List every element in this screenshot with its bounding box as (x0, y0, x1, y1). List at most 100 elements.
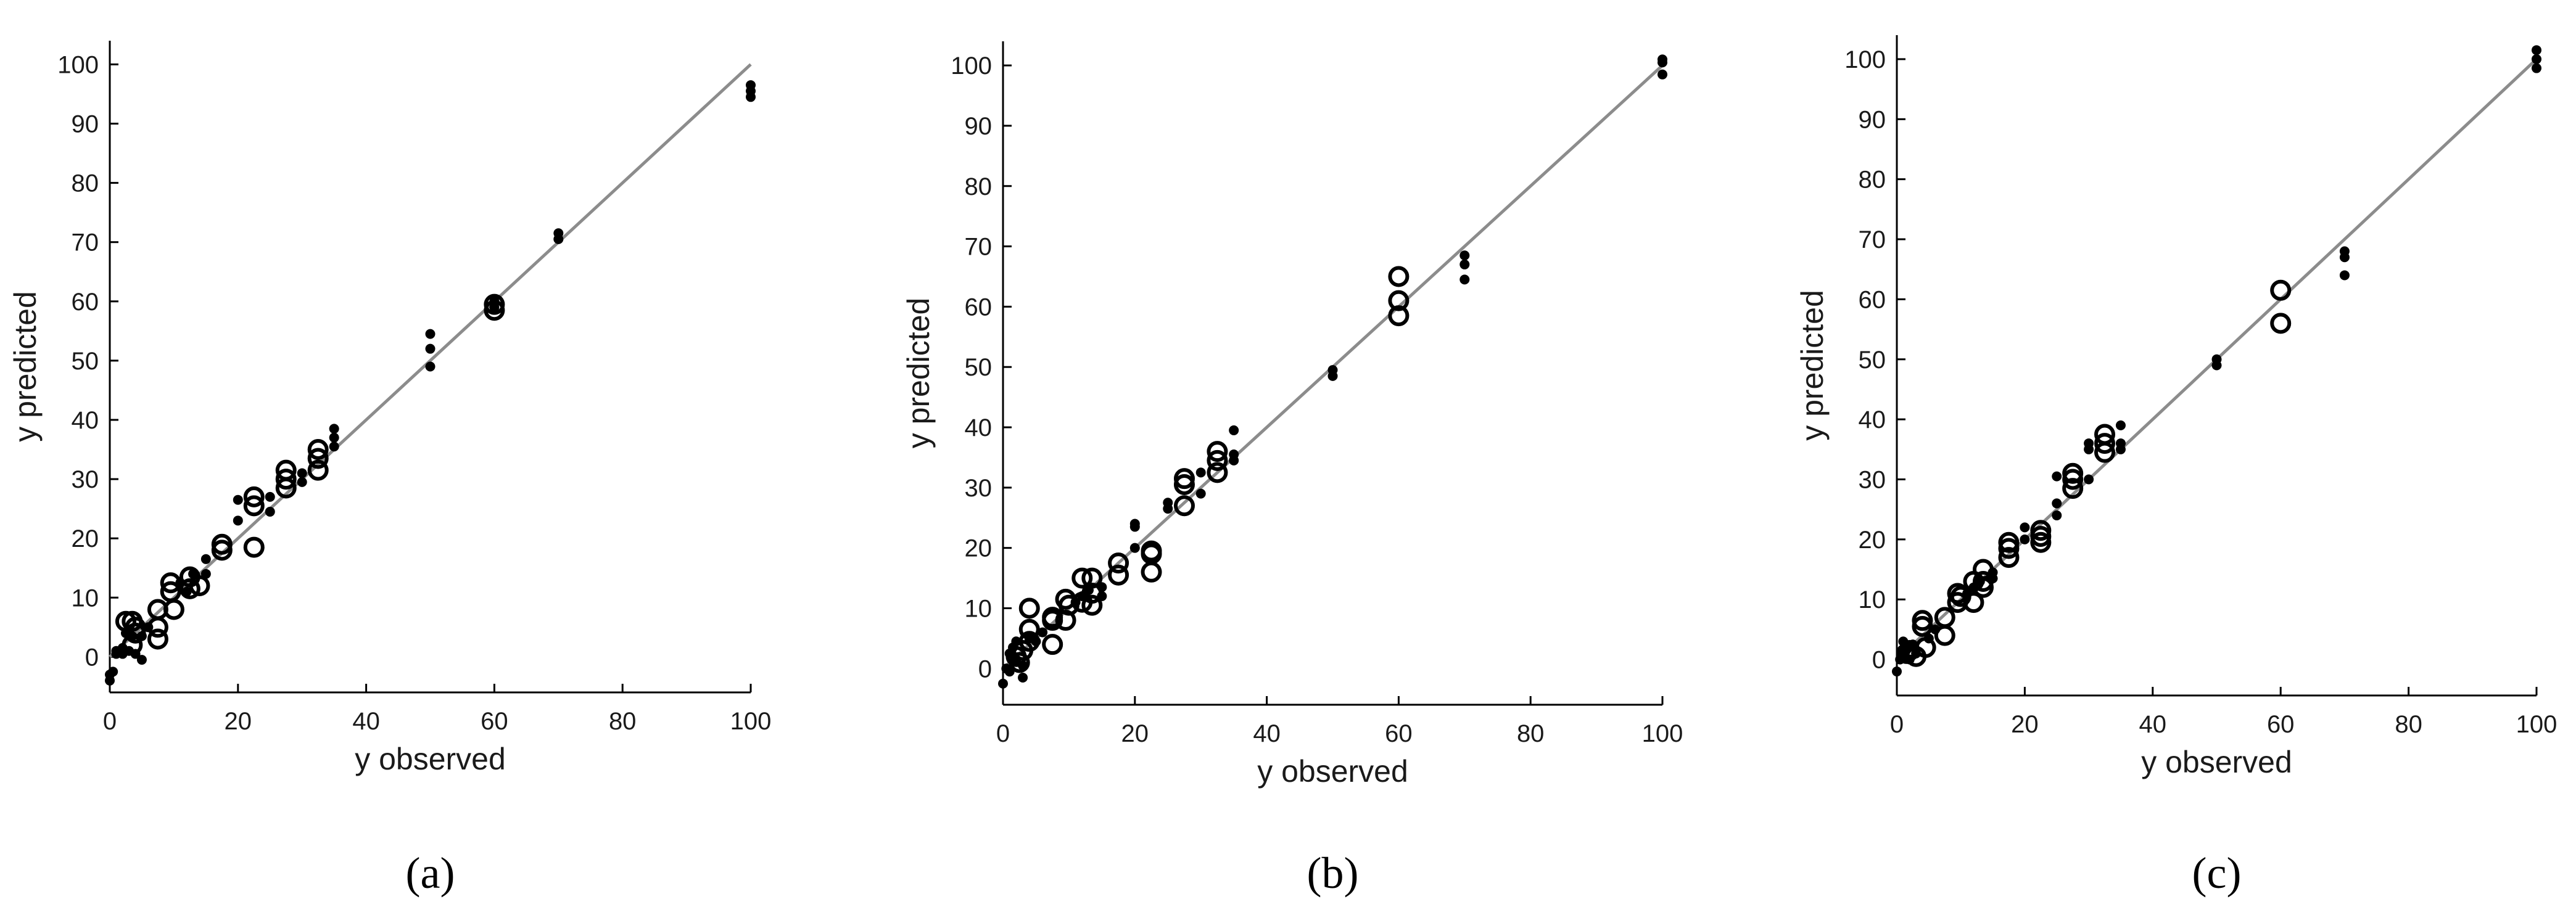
data-point-c-filled-22 (2084, 438, 2094, 449)
data-point-c-open-17 (1998, 538, 2020, 559)
x-tick-label-a-100: 100 (730, 708, 772, 735)
data-point-c-filled-24 (2115, 438, 2126, 449)
x-tick-label-c-60: 60 (2267, 711, 2295, 738)
data-point-b-open-3 (1018, 631, 1040, 652)
data-point-c-filled-25 (2115, 420, 2126, 430)
data-point-a-open-24 (307, 439, 329, 461)
y-tick-label-b-10: 10 (965, 595, 993, 622)
panel-label-c: (c) (2192, 848, 2242, 898)
data-point-b-filled-25 (1229, 449, 1239, 460)
data-point-a-open-10 (163, 599, 184, 620)
data-point-c-filled-32 (2532, 54, 2541, 64)
y-tick-label-c-30: 30 (1859, 466, 1886, 493)
data-point-a-filled-12 (136, 655, 147, 665)
scatter-panel-c: 0 20 40 60 80 100 0 10 20 30 40 50 60 70 80 90 100 y obse… (1717, 0, 2576, 923)
x-tick-label-b-100: 100 (1642, 720, 1683, 747)
data-point-c-open-3 (1912, 616, 1933, 638)
y-tick-label-a-70: 70 (72, 229, 99, 256)
data-point-b-open-15 (1081, 583, 1103, 604)
data-point-c-open-22 (2062, 478, 2084, 499)
data-point-c-filled-33 (2532, 45, 2541, 55)
x-axis-label-a: y observed (355, 742, 506, 776)
y-tick-label-b-30: 30 (965, 475, 993, 502)
data-point-b-open-1 (1009, 652, 1030, 673)
y-tick-label-a-10: 10 (72, 585, 99, 612)
data-point-a-open-17 (243, 495, 265, 517)
x-tick-label-a-60: 60 (481, 708, 508, 735)
data-point-b-filled-34 (1657, 54, 1667, 65)
y-axis-label-a: y predicted (8, 291, 43, 442)
x-tick-label-b-40: 40 (1253, 720, 1281, 747)
y-tick-label-a-100: 100 (57, 51, 99, 78)
data-point-a-filled-37 (746, 80, 756, 91)
data-point-a-filled-24 (297, 468, 307, 478)
panel-label-a: (a) (406, 848, 455, 898)
data-point-a-open-11 (179, 578, 200, 599)
x-tick-label-a-80: 80 (609, 708, 637, 735)
data-point-c-open-28 (2270, 313, 2292, 334)
panel-label-b: (b) (1307, 848, 1359, 898)
scatter-chart-a: 0 20 40 60 80 100 0 10 20 30 40 50 60 70 80 90 100 y obse… (8, 41, 772, 898)
data-point-a-open-13 (189, 575, 210, 597)
data-point-a-filled-26 (329, 432, 339, 443)
data-point-a-open-23 (307, 448, 329, 469)
x-tick-label-b-60: 60 (1385, 720, 1413, 747)
x-tick-label-a-40: 40 (352, 708, 380, 735)
data-point-a-filled-28 (425, 361, 436, 372)
data-point-c-open-27 (2094, 424, 2116, 445)
data-point-b-open-16 (1081, 567, 1103, 589)
data-point-c-filled-27 (2211, 354, 2222, 364)
data-point-c-filled-17 (2052, 510, 2062, 520)
y-tick-label-c-60: 60 (1859, 286, 1886, 313)
data-point-b-open-17 (1108, 564, 1129, 586)
data-point-a-filled-20 (233, 494, 243, 505)
data-point-c-open-18 (1998, 531, 2020, 553)
x-tick-label-c-80: 80 (2395, 711, 2422, 738)
data-point-b-open-29 (1388, 290, 1410, 311)
data-point-a-open-18 (243, 486, 265, 507)
data-point-a-filled-29 (425, 343, 436, 354)
scatter-panel-a: 0 20 40 60 80 100 0 10 20 30 40 50 60 70 80 90 100 y obse… (0, 0, 859, 923)
data-point-b-open-22 (1173, 495, 1195, 517)
data-point-b-open-27 (1207, 441, 1228, 462)
data-point-b-open-28 (1388, 305, 1410, 327)
data-point-b-open-11 (1058, 594, 1080, 616)
data-point-a-filled-2 (108, 667, 118, 677)
y-tick-label-b-100: 100 (951, 52, 992, 80)
x-tick-label-c-100: 100 (2516, 711, 2557, 738)
y-tick-label-a-80: 80 (72, 170, 99, 197)
data-point-b-open-30 (1388, 266, 1410, 287)
data-point-c-open-19 (2030, 531, 2052, 553)
data-point-a-filled-21 (265, 491, 275, 502)
data-point-c-open-15 (1972, 559, 1994, 580)
data-point-c-open-7 (1934, 607, 1955, 628)
y-axis-label-b: y predicted (901, 298, 936, 449)
identity-line-a (109, 63, 752, 658)
data-point-c-open-5 (1915, 637, 1936, 658)
data-point-b-filled-29 (1459, 274, 1470, 285)
data-point-c-open-9 (1947, 583, 1968, 604)
y-tick-label-c-20: 20 (1859, 527, 1886, 554)
x-tick-label-a-0: 0 (103, 708, 117, 735)
data-point-c-open-0 (1896, 642, 1917, 664)
data-point-b-open-23 (1173, 474, 1195, 495)
data-point-b-filled-31 (1459, 250, 1470, 261)
data-point-b-filled-21 (1163, 498, 1173, 508)
data-point-c-open-16 (1998, 547, 2020, 568)
data-point-b-open-8 (1042, 607, 1063, 628)
data-point-b-open-25 (1207, 462, 1228, 483)
x-axis-label-c: y observed (2141, 745, 2292, 779)
y-tick-label-b-70: 70 (965, 234, 993, 261)
x-axis-label-b: y observed (1257, 754, 1408, 789)
data-point-c-open-4 (1912, 610, 1933, 631)
x-tick-label-c-40: 40 (2139, 711, 2167, 738)
y-tick-label-b-0: 0 (978, 655, 992, 683)
scatter-chart-c: 0 20 40 60 80 100 0 10 20 30 40 50 60 70 80 90 100 y obse… (1795, 35, 2557, 898)
data-point-b-filled-19 (1129, 522, 1140, 532)
y-tick-label-b-90: 90 (965, 113, 993, 140)
data-point-c-filled-18 (2052, 498, 2062, 509)
scatter-chart-b: 0 20 40 60 80 100 0 10 20 30 40 50 60 70 80 90 100 y obse… (901, 41, 1683, 898)
y-tick-label-a-30: 30 (72, 466, 99, 493)
data-point-b-open-5 (1018, 597, 1040, 619)
data-point-c-filled-28 (2339, 270, 2350, 281)
